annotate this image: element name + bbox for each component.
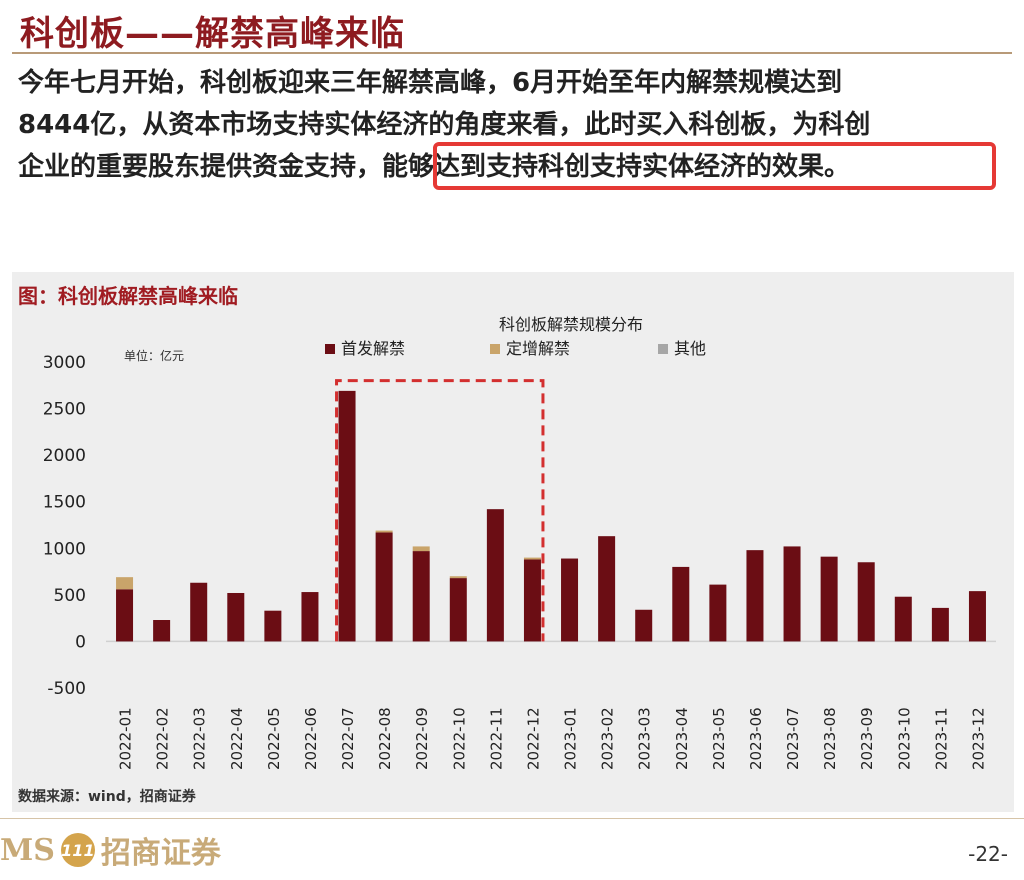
x-tick-label: 2023-09	[858, 707, 876, 770]
bar-ipo	[820, 556, 838, 642]
bar-placement	[523, 557, 541, 560]
x-tick-label: 2023-02	[599, 707, 617, 770]
bar-placement	[375, 530, 393, 533]
x-tick-label: 2023-10	[895, 707, 913, 770]
bar-ipo	[672, 566, 690, 642]
x-tick-label: 2023-01	[562, 707, 580, 770]
chart-panel	[12, 272, 1014, 812]
x-tick-label: 2022-01	[117, 707, 135, 770]
y-tick-label: 3000	[43, 353, 86, 373]
title-divider	[12, 52, 1012, 54]
bar-placement	[412, 546, 430, 552]
bar-ipo	[635, 609, 653, 642]
page-number: -22-	[968, 842, 1008, 866]
x-tick-label: 2023-04	[673, 707, 691, 770]
chart-title: 科创板解禁规模分布	[499, 315, 643, 334]
bar-ipo	[968, 591, 986, 642]
x-tick-label: 2022-04	[228, 707, 246, 770]
bar-ipo	[264, 610, 282, 642]
bar-ipo	[190, 582, 208, 642]
bar-ipo	[857, 562, 875, 642]
bar-ipo	[338, 390, 356, 642]
body-line-3-text: 企业的重要股东提供资金支持，	[18, 152, 383, 182]
legend-label: 其他	[674, 339, 706, 358]
highlight-dashed-box	[335, 379, 545, 642]
y-tick-label: 0	[75, 632, 86, 652]
bar-ipo	[523, 559, 541, 642]
x-tick-label: 2022-12	[524, 707, 542, 770]
x-tick-label: 2023-08	[821, 707, 839, 770]
legend-swatch	[490, 344, 500, 354]
bar-ipo	[561, 558, 579, 642]
logo-name: 招商证券	[100, 836, 221, 871]
footer-divider	[0, 818, 1024, 819]
bar-ipo	[783, 546, 801, 642]
x-tick-label: 2022-10	[450, 707, 468, 770]
data-source: 数据来源：wind，招商证券	[18, 789, 196, 805]
bar-ipo	[486, 509, 504, 642]
bar-ipo	[746, 550, 764, 642]
slide-title: 科创板——解禁高峰来临	[20, 14, 405, 54]
legend-label: 定增解禁	[506, 339, 570, 358]
x-tick-label: 2022-05	[265, 707, 283, 770]
bar-ipo	[449, 578, 467, 642]
bar-ipo	[709, 584, 727, 642]
bar-ipo	[227, 592, 245, 642]
bar-ipo	[412, 551, 430, 642]
x-tick-label: 2023-11	[932, 707, 950, 770]
unit-label: 单位：亿元	[124, 348, 184, 363]
bar-ipo	[153, 620, 171, 642]
logo-emblem-icon: 111	[60, 833, 95, 867]
bar-ipo	[931, 607, 949, 642]
bar-ipo	[598, 536, 616, 642]
x-tick-label: 2022-08	[376, 707, 394, 770]
legend-swatch	[658, 344, 668, 354]
x-tick-label: 2022-06	[302, 707, 320, 770]
y-tick-label: 1500	[43, 493, 86, 513]
legend-swatch	[325, 344, 335, 354]
logo-letters: MS	[0, 832, 55, 868]
bar-ipo	[301, 592, 319, 642]
y-tick-label: 500	[54, 586, 86, 606]
y-tick-label: 2500	[43, 400, 86, 420]
x-tick-label: 2023-06	[747, 707, 765, 770]
y-tick-label: -500	[47, 679, 86, 699]
bar-placement	[116, 577, 134, 590]
body-line-1: 今年七月开始，科创板迎来三年解禁高峰，6月开始至年内解禁规模达到	[18, 68, 843, 98]
x-tick-label: 2022-07	[339, 707, 357, 770]
x-tick-label: 2022-09	[413, 707, 431, 770]
highlighted-conclusion: 能够达到支持科创支持实体经济的效果。	[382, 152, 851, 182]
y-tick-label: 2000	[43, 446, 86, 466]
bar-placement	[449, 576, 467, 579]
y-tick-label: 1000	[43, 539, 86, 559]
x-tick-label: 2022-03	[191, 707, 209, 770]
x-tick-label: 2022-02	[154, 707, 172, 770]
highlight-box	[433, 142, 996, 190]
company-logo: MS 111 招商证券	[0, 830, 221, 872]
x-tick-label: 2023-05	[710, 707, 728, 770]
legend-label: 首发解禁	[341, 339, 405, 358]
body-paragraph: 今年七月开始，科创板迎来三年解禁高峰，6月开始至年内解禁规模达到 8444亿，从…	[18, 62, 1013, 188]
bar-ipo	[894, 596, 912, 642]
x-tick-label: 2023-07	[784, 707, 802, 770]
x-tick-label: 2023-12	[969, 707, 987, 770]
x-tick-label: 2022-11	[487, 707, 505, 770]
x-tick-label: 2023-03	[636, 707, 654, 770]
body-line-2: 8444亿，从资本市场支持实体经济的角度来看，此时买入科创板，为科创	[18, 110, 871, 140]
figure-caption: 图：科创板解禁高峰来临	[18, 284, 238, 308]
body-line-3: 企业的重要股东提供资金支持，能够达到支持科创支持实体经济的效果。	[18, 146, 1013, 188]
bar-ipo	[375, 532, 393, 642]
bar-ipo	[116, 589, 134, 642]
